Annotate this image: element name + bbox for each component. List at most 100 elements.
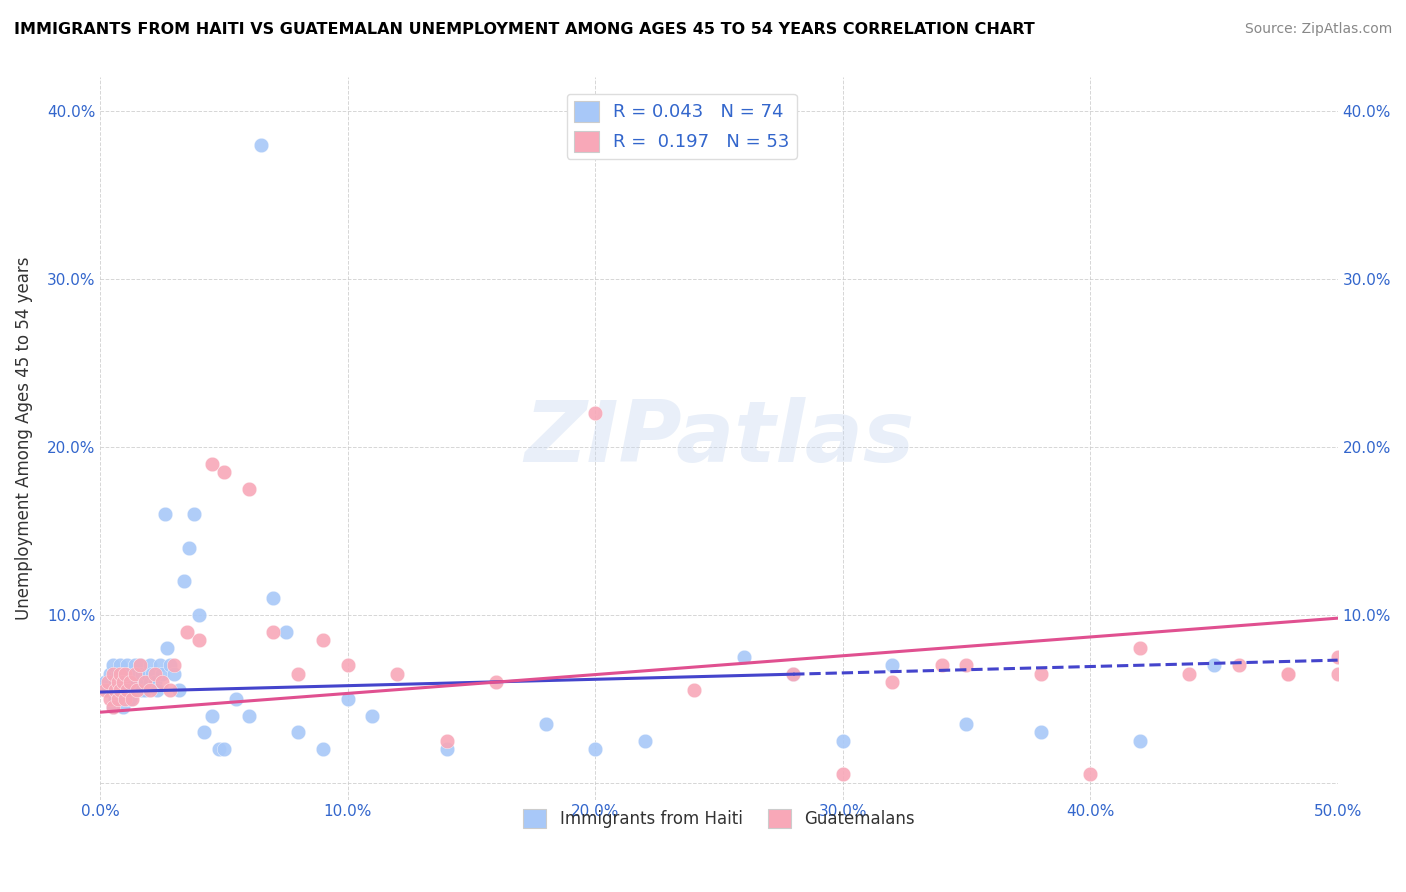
Point [931,658,953,673]
Text: Source: ZipAtlas.com: Source: ZipAtlas.com [1244,22,1392,37]
Point [882,675,904,690]
Point [94,683,117,698]
Point [128,658,150,673]
Point [212,742,235,756]
Point [107,691,129,706]
Point [208,742,231,756]
Point [1178,666,1201,681]
Point [733,649,755,664]
Point [134,675,156,690]
Point [117,658,139,673]
Point [782,666,804,681]
Point [176,624,198,639]
Point [1277,666,1299,681]
Point [436,733,458,747]
Point [287,666,309,681]
Point [124,658,146,673]
Point [312,632,335,647]
Point [108,683,131,698]
Point [97,675,120,690]
Point [1326,649,1348,664]
Point [634,733,657,747]
Point [1129,733,1152,747]
Point [336,658,359,673]
Point [169,683,191,698]
Point [1129,641,1152,656]
Point [193,725,215,739]
Legend: Immigrants from Haiti, Guatemalans: Immigrants from Haiti, Guatemalans [516,802,921,835]
Point [361,708,384,723]
Point [188,607,211,622]
Point [118,666,141,681]
Point [173,574,195,589]
Point [143,666,166,681]
Point [107,666,129,681]
Point [1029,666,1052,681]
Point [108,666,131,681]
Point [107,683,129,698]
Point [583,406,606,420]
Point [127,666,149,681]
Point [831,733,853,747]
Point [107,675,129,690]
Point [485,675,508,690]
Point [150,666,173,681]
Point [312,742,335,756]
Point [146,683,169,698]
Point [94,675,117,690]
Point [250,137,273,152]
Point [128,658,150,673]
Point [387,666,409,681]
Point [183,507,205,521]
Point [955,717,977,731]
Point [1202,658,1225,673]
Point [263,591,285,605]
Point [143,675,166,690]
Text: ZIPatlas: ZIPatlas [524,397,914,480]
Point [583,742,606,756]
Point [287,725,309,739]
Point [101,666,124,681]
Point [98,666,121,681]
Point [124,666,146,681]
Point [159,658,181,673]
Point [104,675,127,690]
Point [117,683,139,698]
Point [436,742,458,756]
Point [108,675,131,690]
Point [121,683,143,698]
Point [274,624,297,639]
Point [111,675,134,690]
Point [114,691,136,706]
Point [955,658,977,673]
Point [225,691,247,706]
Point [101,700,124,714]
Point [131,666,153,681]
Point [882,658,904,673]
Point [238,482,260,496]
Point [118,691,141,706]
Point [141,666,163,681]
Point [201,457,224,471]
Point [139,675,162,690]
Point [139,683,162,698]
Point [108,658,131,673]
Point [114,666,136,681]
Point [111,700,134,714]
Point [127,683,149,698]
Point [163,658,186,673]
Point [1078,767,1101,781]
Point [201,708,224,723]
Point [156,641,179,656]
Point [1277,666,1299,681]
Point [1326,666,1348,681]
Point [114,683,136,698]
Point [97,683,120,698]
Point [149,658,172,673]
Point [188,632,211,647]
Point [683,683,706,698]
Point [163,666,186,681]
Point [121,675,143,690]
Point [263,624,285,639]
Y-axis label: Unemployment Among Ages 45 to 54 years: Unemployment Among Ages 45 to 54 years [15,257,32,620]
